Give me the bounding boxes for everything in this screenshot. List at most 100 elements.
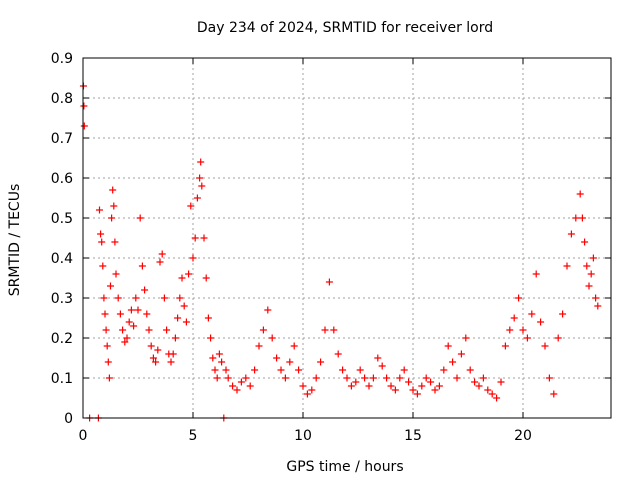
data-point <box>462 334 470 342</box>
data-point <box>334 350 342 358</box>
data-point <box>413 390 421 398</box>
data-point <box>202 274 210 282</box>
data-point <box>422 374 430 382</box>
data-point <box>132 294 140 302</box>
data-point <box>391 386 399 394</box>
y-tick-label: 0.3 <box>51 291 73 307</box>
data-point <box>196 174 204 182</box>
data-point <box>347 382 355 390</box>
data-point <box>237 378 245 386</box>
data-point <box>405 378 413 386</box>
y-tick-label: 0.1 <box>51 371 73 387</box>
data-point <box>138 262 146 270</box>
data-point <box>286 358 294 366</box>
data-point <box>431 386 439 394</box>
data-point <box>369 374 377 382</box>
data-point <box>554 334 562 342</box>
data-point <box>246 382 254 390</box>
data-point <box>198 182 206 190</box>
data-point <box>312 374 320 382</box>
data-point <box>102 326 110 334</box>
data-point <box>583 262 591 270</box>
y-tick-label: 0.4 <box>51 251 73 267</box>
data-point <box>374 354 382 362</box>
data-point <box>479 374 487 382</box>
data-point <box>104 358 112 366</box>
data-point <box>103 342 111 350</box>
data-point <box>576 190 584 198</box>
data-point <box>99 262 107 270</box>
y-axis-label: SRMTID / TECUs <box>7 184 23 297</box>
data-point <box>147 342 155 350</box>
data-point <box>273 354 281 362</box>
data-point <box>215 350 223 358</box>
data-point <box>160 294 168 302</box>
data-point <box>191 234 199 242</box>
data-point <box>233 386 241 394</box>
data-point <box>143 310 151 318</box>
data-point <box>484 386 492 394</box>
y-tick-label: 0.7 <box>51 131 73 147</box>
data-point <box>281 374 289 382</box>
data-point <box>136 214 144 222</box>
data-point <box>409 386 417 394</box>
data-point <box>396 374 404 382</box>
x-axis-label: GPS time / hours <box>286 459 403 475</box>
data-point <box>523 334 531 342</box>
data-point <box>541 342 549 350</box>
data-point <box>356 366 364 374</box>
data-point <box>545 374 553 382</box>
data-point <box>585 282 593 290</box>
data-point <box>152 358 160 366</box>
data-point <box>96 206 103 214</box>
data-point <box>110 202 118 210</box>
y-tick-label: 0.9 <box>51 51 73 67</box>
data-point <box>343 374 351 382</box>
data-point <box>361 374 369 382</box>
data-point <box>466 366 474 374</box>
data-point <box>163 326 171 334</box>
data-point <box>497 378 505 386</box>
data-point <box>207 334 215 342</box>
y-tick-label: 0.2 <box>51 331 73 347</box>
data-point <box>185 270 193 278</box>
data-point <box>156 258 164 266</box>
data-point <box>572 214 580 222</box>
data-point <box>174 314 182 322</box>
data-point <box>528 310 536 318</box>
data-point <box>449 358 457 366</box>
data-point <box>204 314 212 322</box>
data-point <box>519 326 527 334</box>
data-point <box>308 386 316 394</box>
data-point <box>251 366 259 374</box>
data-point <box>453 374 461 382</box>
data-point <box>532 270 540 278</box>
grid-lines <box>83 58 611 418</box>
data-point <box>400 366 408 374</box>
data-point <box>197 158 205 166</box>
data-point <box>169 350 177 358</box>
data-point <box>180 302 188 310</box>
data-point <box>387 382 395 390</box>
data-point <box>506 326 514 334</box>
axis-ticks: 0 0.1 0.2 0.3 0.4 0.5 0.6 0.7 0.8 0.9 0 5 10 15 20 <box>51 51 611 444</box>
data-point <box>211 366 219 374</box>
data-point <box>268 334 276 342</box>
data-point <box>264 306 272 314</box>
x-tick-label: 15 <box>404 428 422 444</box>
data-point <box>277 366 285 374</box>
data-point <box>109 186 117 194</box>
x-tick-label: 0 <box>79 428 88 444</box>
y-tick-label: 0.6 <box>51 171 73 187</box>
y-tick-label: 0 <box>64 411 73 427</box>
data-point <box>559 310 567 318</box>
data-point <box>229 382 237 390</box>
data-point <box>112 270 120 278</box>
data-point <box>303 390 311 398</box>
x-tick-label: 5 <box>189 428 198 444</box>
data-point <box>592 294 600 302</box>
data-point <box>567 230 575 238</box>
data-point <box>101 310 109 318</box>
data-point <box>330 326 338 334</box>
